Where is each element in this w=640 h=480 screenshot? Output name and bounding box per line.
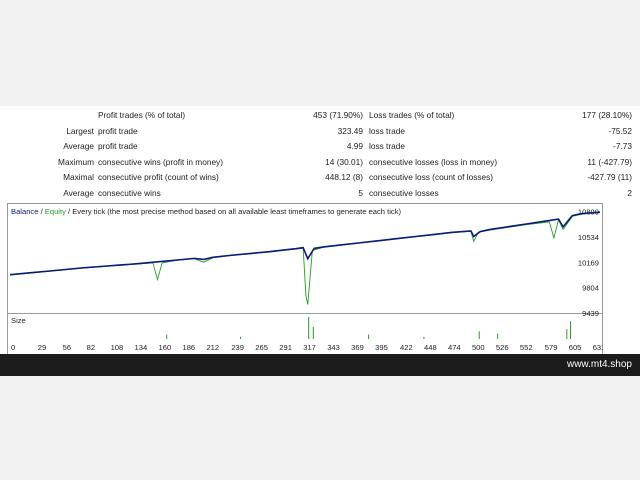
- x-tick-label: 212: [206, 343, 219, 352]
- x-tick-label: 134: [135, 343, 148, 352]
- x-tick-label: 448: [424, 343, 437, 352]
- x-tick-label: 265: [255, 343, 268, 352]
- stat-label-2: Loss trades (% of total): [369, 110, 455, 120]
- stat-prefix: Maximum: [58, 156, 94, 167]
- site-watermark: www.mt4.shop: [566, 359, 632, 370]
- balance-line: [9, 211, 601, 276]
- y-tick-label: 9439: [582, 309, 599, 318]
- x-tick-label: 474: [448, 343, 461, 352]
- y-axis-labels: 10899 10534 10169 9804 9439: [578, 208, 599, 318]
- stat-prefix: Average: [63, 141, 94, 151]
- y-tick-label: 10534: [578, 233, 599, 242]
- stat-prefix: Maximal: [63, 172, 94, 182]
- x-tick-label: 291: [279, 343, 292, 352]
- stat-label-2: loss trade: [369, 125, 405, 136]
- stats-row: Largest profit trade 323.49 loss trade -…: [0, 124, 640, 139]
- balance-equity-chart: Balance / Equity / Every tick (the most …: [7, 203, 605, 355]
- x-tick-label: 605: [569, 343, 582, 352]
- stat-value-2: 177 (28.10%): [582, 110, 632, 120]
- x-tick-label: 108: [111, 343, 124, 352]
- legend-equity: Equity: [45, 207, 66, 216]
- stats-row: Maximum consecutive wins (profit in mone…: [0, 155, 640, 170]
- x-tick-label: 552: [520, 343, 533, 352]
- x-tick-label: 0: [11, 343, 15, 352]
- stats-row: Maximal consecutive profit (count of win…: [0, 170, 640, 185]
- x-tick-label: 631: [593, 343, 603, 352]
- stat-value-2: 2: [627, 187, 632, 198]
- y-tick-label: 9804: [582, 284, 599, 293]
- stat-label-2: consecutive losses (loss in money): [369, 156, 498, 167]
- stat-value: 448.12 (8): [325, 172, 363, 182]
- stat-prefix: Largest: [66, 125, 94, 136]
- x-tick-label: 422: [400, 343, 413, 352]
- x-axis-labels: 0 29 56 82 108 134 160 186 212 239 265 291 317 343 369…: [11, 343, 605, 352]
- x-tick-label: 82: [87, 343, 95, 352]
- stat-value: 323.49: [337, 125, 363, 136]
- stats-row: Average profit trade 4.99 loss trade -7.…: [0, 139, 640, 154]
- stats-row: Profit trades (% of total) 453 (71.90%) …: [0, 108, 640, 123]
- x-tick-label: 395: [375, 343, 388, 352]
- stat-label-2: consecutive loss (count of losses): [369, 172, 494, 182]
- stat-label: Profit trades (% of total): [98, 110, 186, 120]
- x-tick-label: 186: [182, 343, 195, 352]
- stat-prefix: Average: [63, 187, 94, 198]
- trade-stats-table: Profit trades (% of total) 453 (71.90%) …: [0, 108, 640, 203]
- y-tick-label: 10899: [578, 208, 599, 217]
- x-tick-label: 579: [545, 343, 558, 352]
- legend-balance: Balance: [11, 207, 38, 216]
- y-tick-label: 10169: [578, 258, 599, 267]
- stat-label-2: consecutive losses: [369, 187, 439, 198]
- chart-legend: Balance / Equity / Every tick (the most …: [11, 207, 402, 216]
- x-tick-label: 369: [351, 343, 364, 352]
- x-tick-label: 56: [63, 343, 71, 352]
- x-tick-label: 317: [303, 343, 316, 352]
- stat-value-2: -7.73: [613, 141, 632, 151]
- size-panel-label: Size: [11, 316, 26, 325]
- x-tick-label: 500: [472, 343, 485, 352]
- stat-label: consecutive wins (profit in money): [98, 156, 223, 167]
- stats-row: Average consecutive wins 5 consecutive l…: [0, 186, 640, 201]
- stat-label: profit trade: [98, 141, 138, 151]
- legend-description: / Every tick (the most precise method ba…: [66, 207, 402, 216]
- footer-bar: www.mt4.shop: [0, 354, 640, 376]
- stat-value: 5: [358, 187, 363, 198]
- x-tick-label: 160: [159, 343, 172, 352]
- stat-label: consecutive wins: [98, 187, 161, 198]
- bottom-background: [0, 376, 640, 480]
- stat-label: consecutive profit (count of wins): [98, 172, 219, 182]
- x-tick-label: 343: [327, 343, 340, 352]
- legend-separator: /: [38, 207, 44, 216]
- chart-svg: Balance / Equity / Every tick (the most …: [7, 203, 605, 355]
- top-background: [0, 0, 640, 106]
- x-tick-label: 239: [231, 343, 244, 352]
- stat-label-2: loss trade: [369, 141, 405, 151]
- series-layer: [9, 211, 601, 339]
- stat-value-2: 11 (-427.79): [587, 156, 632, 167]
- x-tick-label: 526: [496, 343, 509, 352]
- x-tick-label: 29: [38, 343, 46, 352]
- stat-value-2: -427.79 (11): [587, 172, 632, 182]
- stat-label: profit trade: [98, 125, 138, 136]
- stat-value-2: -75.52: [608, 125, 632, 136]
- stat-value: 4.99: [346, 141, 363, 151]
- stat-value: 14 (30.01): [325, 156, 363, 167]
- stat-value: 453 (71.90%): [313, 110, 363, 120]
